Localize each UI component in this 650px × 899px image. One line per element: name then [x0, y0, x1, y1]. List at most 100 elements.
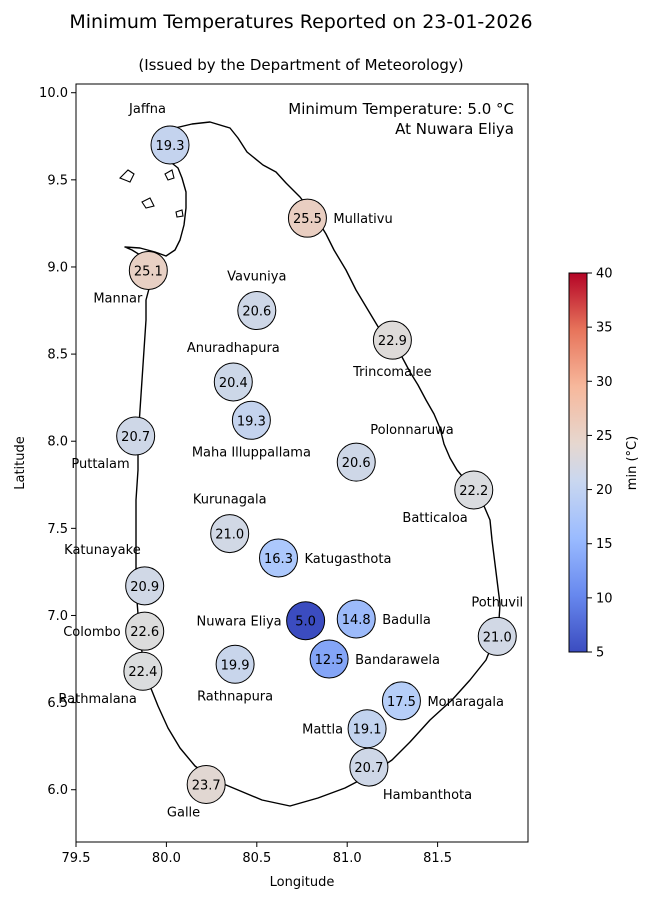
station-value: 20.7	[354, 761, 383, 776]
station-value: 25.5	[293, 212, 322, 227]
station-marker	[286, 601, 326, 641]
colorbar-tick-label: 5	[596, 646, 604, 661]
station-value: 21.0	[215, 528, 244, 543]
island-outline	[119, 169, 135, 183]
station-value: 25.1	[134, 264, 163, 279]
station-marker	[215, 644, 255, 684]
island-outline	[175, 209, 184, 218]
station-name: Anuradhapura	[187, 341, 280, 356]
station-marker	[336, 599, 376, 639]
station-value: 12.5	[315, 653, 344, 668]
station-name: Colombo	[63, 625, 121, 640]
station-marker	[116, 416, 156, 456]
station-value: 21.0	[483, 630, 512, 645]
island-outline	[164, 169, 175, 181]
colorbar-tick-label: 15	[596, 537, 613, 552]
colorbar-tick-label: 25	[596, 429, 613, 444]
x-tick-label: 79.5	[62, 851, 91, 866]
station-name: Polonnaruwa	[370, 423, 454, 438]
station-value: 20.6	[342, 456, 371, 471]
y-tick-label: 9.5	[47, 173, 68, 188]
x-tick-label: 81.0	[333, 851, 362, 866]
station-value: 20.4	[219, 376, 248, 391]
station-name: Vavuniya	[227, 270, 286, 285]
station-name: Puttalam	[71, 457, 129, 472]
station-value: 20.7	[121, 430, 150, 445]
x-tick-label: 80.5	[242, 851, 271, 866]
station-name: Katugasthota	[304, 552, 391, 567]
station-marker	[125, 566, 165, 606]
map-title: Minimum Temperatures Reported on 23-01-2…	[69, 11, 532, 33]
station-value: 19.3	[237, 414, 266, 429]
station-name: Rathnapura	[197, 689, 273, 704]
station-value: 22.2	[459, 484, 488, 499]
station-name: Mattla	[302, 723, 343, 738]
plot-frame	[75, 83, 529, 843]
station-value: 23.7	[192, 778, 221, 793]
station-marker	[186, 764, 226, 804]
x-tick-label: 81.5	[423, 851, 452, 866]
y-tick-label: 7.0	[47, 609, 68, 624]
station-markers: 19.3 Jaffna 25.5 Mullativu 25.1 Mannar 20.6 Vav…	[58, 102, 523, 821]
y-tick-label: 6.0	[47, 783, 68, 798]
y-tick-label: 9.0	[47, 260, 68, 275]
colorbar-tick-label: 40	[596, 267, 613, 282]
station-name: Rathmalana	[58, 692, 136, 707]
station-name: Nuwara Eliya	[197, 615, 282, 630]
station-marker	[125, 611, 165, 651]
station-value: 19.3	[156, 139, 185, 154]
station-marker	[123, 651, 163, 691]
station-marker	[372, 320, 412, 360]
station-marker	[213, 362, 253, 402]
station-name: Trincomalee	[352, 365, 432, 380]
station-marker	[349, 747, 389, 787]
station-name: Katunayake	[64, 543, 141, 558]
annotation-line-1: Minimum Temperature: 5.0 °C	[288, 100, 514, 118]
x-axis-label: Longitude	[270, 875, 335, 890]
station-marker	[309, 639, 349, 679]
station-value: 5.0	[295, 615, 316, 630]
station-name: Mullativu	[333, 212, 392, 227]
y-tick-label: 10.0	[39, 86, 68, 101]
station-name: Monaragala	[427, 695, 503, 710]
station-name: Maha Illuppallama	[192, 445, 311, 460]
station-value: 16.3	[264, 552, 293, 567]
colorbar-tick-label: 20	[596, 483, 613, 498]
station-value: 14.8	[342, 613, 371, 628]
station-name: Hambanthota	[383, 788, 472, 803]
colorbar-label: min (°C)	[625, 436, 640, 490]
island-outline	[141, 197, 155, 209]
station-name: Kurunagala	[193, 493, 267, 508]
station-value: 20.9	[130, 580, 159, 595]
colorbar-tick-label: 10	[596, 591, 613, 606]
y-tick-label: 6.5	[47, 696, 68, 711]
station-name: Bandarawela	[355, 653, 440, 668]
annotation-line-2: At Nuwara Eliya	[395, 120, 514, 138]
station-marker	[287, 198, 327, 238]
station-value: 19.1	[353, 723, 382, 738]
station-name: Badulla	[382, 613, 431, 628]
x-axis-ticks: 79.5 80.0 80.5 81.0 81.5	[62, 842, 452, 866]
station-name: Galle	[167, 805, 200, 820]
y-axis-ticks: 6.0 6.5 7.0 7.5 8.0 8.5 9.0 9.5 10.0	[39, 86, 76, 798]
station-value: 22.4	[128, 665, 157, 680]
station-marker	[258, 538, 298, 578]
station-value: 20.6	[242, 305, 271, 320]
x-tick-label: 80.0	[152, 851, 181, 866]
station-marker	[381, 681, 421, 721]
station-name: Jaffna	[128, 102, 166, 117]
station-marker	[231, 400, 271, 440]
station-marker	[150, 125, 190, 165]
station-value: 19.9	[221, 658, 250, 673]
station-value: 17.5	[387, 695, 416, 710]
station-marker	[336, 442, 376, 482]
colorbar-tick-label: 30	[596, 375, 613, 390]
station-value: 22.9	[378, 334, 407, 349]
y-axis-label: Latitude	[13, 436, 28, 490]
y-tick-label: 8.5	[47, 348, 68, 363]
station-marker	[477, 616, 517, 656]
station-marker	[454, 470, 494, 510]
station-name: Mannar	[93, 291, 143, 306]
station-marker	[128, 250, 168, 290]
